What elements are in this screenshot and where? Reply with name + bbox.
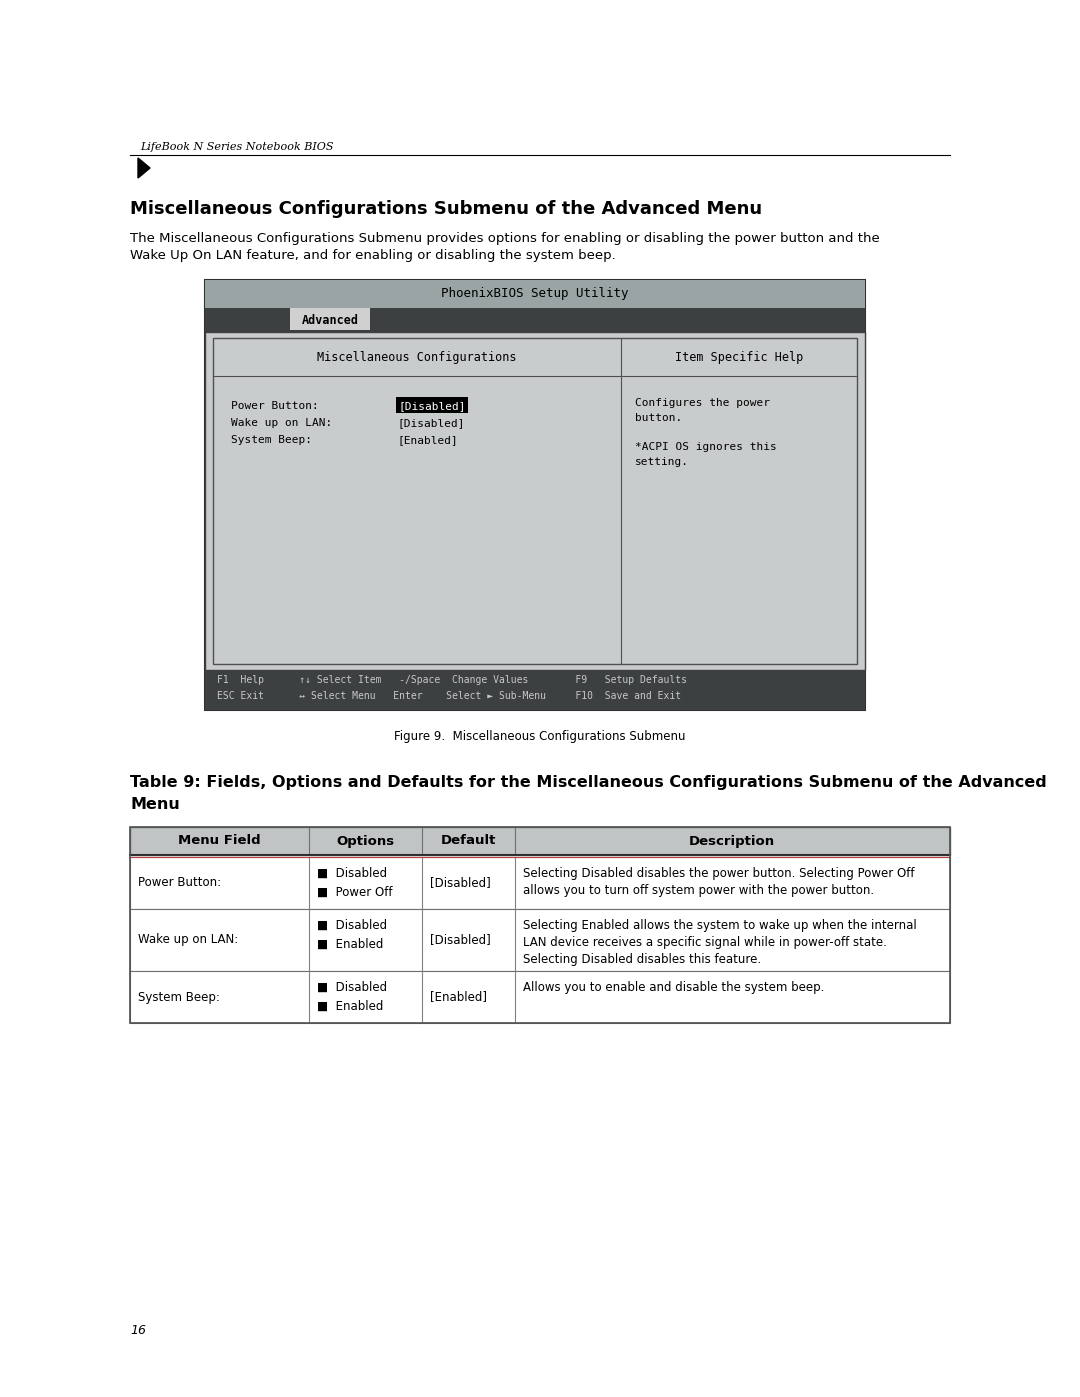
Bar [213, 338, 858, 664]
Bar [205, 279, 865, 307]
Text: 16: 16 [130, 1324, 146, 1337]
Bar [291, 307, 370, 330]
Bar [130, 827, 950, 1023]
Text: ■  Disabled
■  Enabled: ■ Disabled ■ Enabled [316, 919, 387, 951]
Text: Allows you to enable and disable the system beep.: Allows you to enable and disable the sys… [523, 981, 824, 995]
Text: ESC Exit      ↔ Select Menu   Enter    Select ► Sub-Menu     F10  Save and Exit: ESC Exit ↔ Select Menu Enter Select ► Su… [217, 692, 681, 701]
Text: Wake up on LAN:: Wake up on LAN: [231, 418, 333, 427]
Text: Wake up on LAN:: Wake up on LAN: [138, 933, 239, 947]
Bar [130, 827, 950, 855]
Polygon shape [138, 158, 150, 177]
Text: Configures the power
button.

*ACPI OS ignores this
setting.: Configures the power button. *ACPI OS ig… [635, 398, 777, 467]
Bar [130, 909, 950, 971]
Text: Table 9: Fields, Options and Defaults for the Miscellaneous Configurations Subme: Table 9: Fields, Options and Defaults fo… [130, 775, 1047, 789]
Text: The Miscellaneous Configurations Submenu provides options for enabling or disabl: The Miscellaneous Configurations Submenu… [130, 232, 880, 263]
Text: PhoenixBIOS Setup Utility: PhoenixBIOS Setup Utility [442, 288, 629, 300]
Text: [Enabled]: [Enabled] [399, 434, 459, 446]
Text: Miscellaneous Configurations Submenu of the Advanced Menu: Miscellaneous Configurations Submenu of … [130, 200, 762, 218]
Text: [Disabled]: [Disabled] [399, 401, 465, 411]
Text: Power Button:: Power Button: [231, 401, 319, 411]
Text: [Enabled]: [Enabled] [430, 990, 487, 1003]
Text: LifeBook N Series Notebook BIOS: LifeBook N Series Notebook BIOS [140, 142, 334, 152]
Text: Selecting Disabled disables the power button. Selecting Power Off
allows you to : Selecting Disabled disables the power bu… [523, 868, 914, 897]
Text: System Beep:: System Beep: [231, 434, 312, 446]
Text: Item Specific Help: Item Specific Help [675, 351, 804, 363]
Bar [205, 671, 865, 710]
Text: Menu: Menu [130, 798, 179, 812]
Bar [205, 279, 865, 710]
Text: System Beep:: System Beep: [138, 990, 220, 1003]
Text: Advanced: Advanced [301, 313, 359, 327]
Bar [205, 332, 865, 671]
Text: Selecting Enabled allows the system to wake up when the internal
LAN device rece: Selecting Enabled allows the system to w… [523, 919, 916, 965]
Bar [396, 397, 468, 414]
Text: Options: Options [336, 834, 394, 848]
Text: Figure 9.  Miscellaneous Configurations Submenu: Figure 9. Miscellaneous Configurations S… [394, 731, 686, 743]
Bar [130, 856, 950, 909]
Text: ■  Disabled
■  Enabled: ■ Disabled ■ Enabled [316, 981, 387, 1013]
Text: Miscellaneous Configurations: Miscellaneous Configurations [318, 351, 516, 363]
Bar [130, 971, 950, 1023]
Text: [Disabled]: [Disabled] [399, 418, 465, 427]
Bar [205, 307, 865, 332]
Text: [Disabled]: [Disabled] [430, 876, 490, 890]
Text: Default: Default [441, 834, 496, 848]
Text: Power Button:: Power Button: [138, 876, 221, 890]
Text: ■  Disabled
■  Power Off: ■ Disabled ■ Power Off [316, 868, 392, 900]
Text: [Disabled]: [Disabled] [430, 933, 490, 947]
Text: Menu Field: Menu Field [178, 834, 260, 848]
Text: F1  Help      ↑↓ Select Item   -/Space  Change Values        F9   Setup Defaults: F1 Help ↑↓ Select Item -/Space Change Va… [217, 675, 687, 685]
Text: Description: Description [689, 834, 775, 848]
